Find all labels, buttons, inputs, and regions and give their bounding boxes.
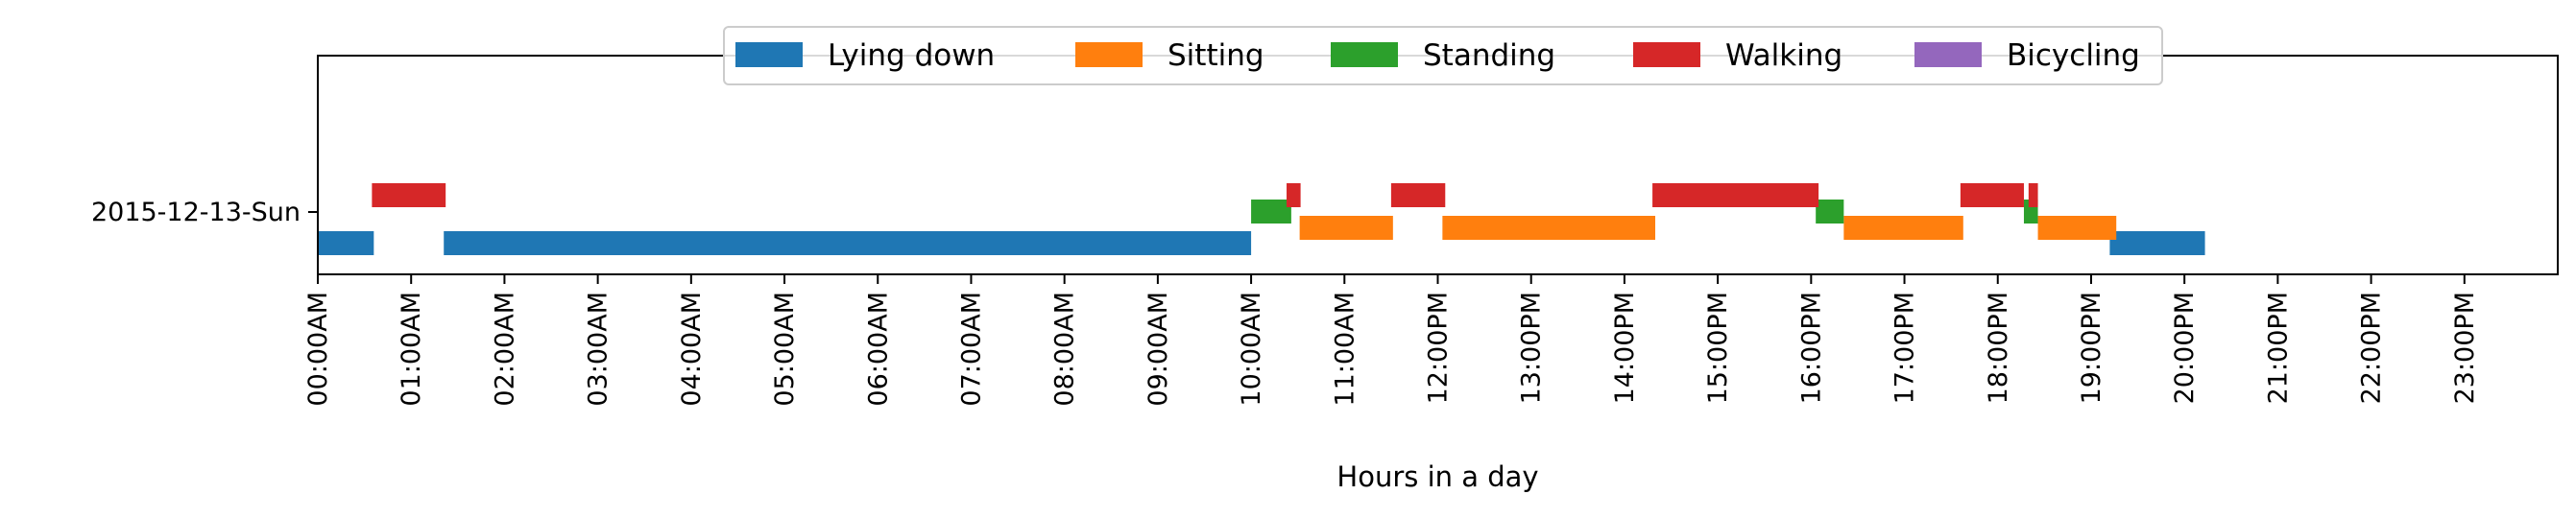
bar-lying-down-2 [444,231,1252,255]
y-axis: 2015-12-13-Sun [91,198,318,227]
legend-label-standing: Standing [1423,38,1555,73]
x-tick-label: 08:00AM [1050,292,1080,407]
x-tick-label: 03:00AM [584,292,614,407]
x-tick-label: 21:00PM [2263,292,2293,404]
x-tick-label: 04:00AM [677,292,707,407]
x-tick-label: 11:00AM [1330,292,1360,407]
x-tick-label: 00:00AM [303,292,333,407]
x-tick-label: 13:00PM [1517,292,1547,404]
x-tick-label: 02:00AM [490,292,519,407]
legend: Lying down Sitting Standing Walking Bicyclin… [723,26,2163,85]
bar-sitting-1 [1299,216,1393,240]
x-axis-label: Hours in a day [1336,460,1538,493]
activity-bars [318,183,2205,255]
legend-swatch-lying-down [735,42,803,67]
bar-lying-down-1 [318,231,374,255]
bar-walking-1 [372,183,446,207]
x-tick-label: 07:00AM [956,292,986,407]
x-tick-label: 19:00PM [2077,292,2107,404]
legend-swatch-bicycling [1914,42,1982,67]
x-tick-label: 10:00AM [1237,292,1266,407]
bar-walking-2 [1287,183,1301,207]
bar-walking-5 [1960,183,2024,207]
bar-sitting-3 [1843,216,1963,240]
legend-label-sitting: Sitting [1168,38,1264,73]
legend-label-walking: Walking [1725,38,1842,73]
legend-swatch-sitting [1075,42,1143,67]
legend-label-bicycling: Bicycling [2007,38,2140,73]
legend-swatch-standing [1331,42,1398,67]
x-tick-label: 09:00AM [1144,292,1173,407]
x-tick-label: 16:00PM [1796,292,1826,404]
x-tick-label: 01:00AM [397,292,426,407]
x-tick-label: 17:00PM [1890,292,1920,404]
bar-standing-2 [1816,200,1844,224]
bar-standing-1 [1251,200,1291,224]
bar-walking-6 [2028,183,2038,207]
legend-label-lying-down: Lying down [828,38,995,73]
x-tick-label: 05:00AM [770,292,800,407]
x-tick-label: 06:00AM [863,292,893,407]
x-tick-label: 20:00PM [2170,292,2200,404]
bar-walking-4 [1652,183,1819,207]
legend-swatch-walking [1633,42,1700,67]
x-tick-label: 12:00PM [1424,292,1454,404]
bar-sitting-4 [2037,216,2117,240]
x-axis: 00:00AM 01:00AM 02:00AM 03:00AM 04:00AM 05:00… [303,274,2480,407]
x-tick-label: 18:00PM [1984,292,2013,404]
y-tick-label: 2015-12-13-Sun [91,198,301,227]
x-tick-label: 14:00PM [1610,292,1640,404]
x-tick-label: 23:00PM [2450,292,2480,404]
bar-sitting-2 [1442,216,1655,240]
x-tick-label: 22:00PM [2357,292,2387,404]
legend-box [723,26,2163,85]
bar-lying-down-3 [2109,231,2205,255]
bar-walking-3 [1390,183,1446,207]
x-tick-label: 15:00PM [1703,292,1733,404]
